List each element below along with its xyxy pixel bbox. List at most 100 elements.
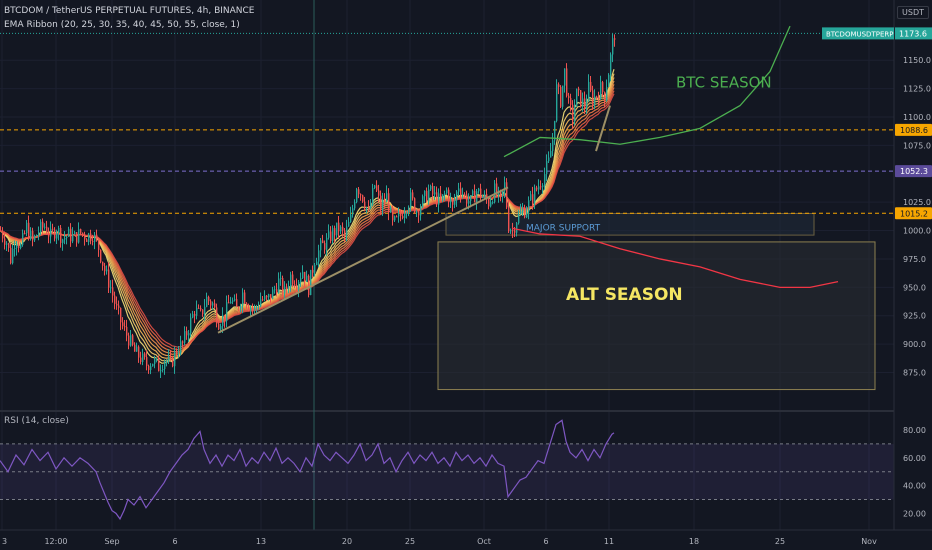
- candle-body[interactable]: [122, 322, 124, 327]
- candle-body[interactable]: [572, 104, 574, 121]
- candle-body[interactable]: [108, 269, 110, 288]
- candle-body[interactable]: [604, 91, 606, 101]
- candle-body[interactable]: [480, 188, 482, 198]
- candle-body[interactable]: [500, 190, 502, 196]
- candle-body[interactable]: [594, 96, 596, 106]
- candle-body[interactable]: [298, 281, 300, 290]
- candle-body[interactable]: [268, 294, 270, 298]
- candle-body[interactable]: [20, 244, 22, 248]
- candle-body[interactable]: [362, 195, 364, 202]
- candle-body[interactable]: [202, 309, 204, 315]
- candle-body[interactable]: [42, 221, 44, 228]
- candle-body[interactable]: [160, 370, 162, 372]
- candle-body[interactable]: [296, 286, 298, 290]
- candle-body[interactable]: [128, 335, 130, 346]
- candle-body[interactable]: [248, 306, 250, 311]
- candle-body[interactable]: [264, 295, 266, 300]
- candle-body[interactable]: [228, 302, 230, 304]
- candle-body[interactable]: [124, 326, 126, 328]
- candle-body[interactable]: [444, 193, 446, 195]
- candle-body[interactable]: [350, 214, 352, 222]
- candle-body[interactable]: [366, 207, 368, 209]
- candle-body[interactable]: [410, 192, 412, 208]
- candle-body[interactable]: [92, 240, 94, 242]
- candle-body[interactable]: [458, 188, 460, 192]
- candle-body[interactable]: [600, 82, 602, 100]
- candle-body[interactable]: [232, 300, 234, 302]
- candle-body[interactable]: [216, 307, 218, 324]
- candle-body[interactable]: [142, 353, 144, 363]
- candle-body[interactable]: [318, 250, 320, 262]
- candle-body[interactable]: [158, 358, 160, 372]
- candle-body[interactable]: [14, 247, 16, 249]
- candle-body[interactable]: [474, 190, 476, 203]
- candle-body[interactable]: [104, 265, 106, 272]
- candle-body[interactable]: [324, 243, 326, 250]
- candle-body[interactable]: [548, 157, 550, 162]
- candle-body[interactable]: [62, 239, 64, 243]
- candle-body[interactable]: [230, 301, 232, 304]
- candle-body[interactable]: [156, 358, 158, 360]
- candle-body[interactable]: [538, 186, 540, 190]
- candle-body[interactable]: [608, 74, 610, 87]
- candle-body[interactable]: [462, 194, 464, 196]
- candle-body[interactable]: [510, 230, 512, 232]
- candle-body[interactable]: [472, 190, 474, 196]
- rsi-line[interactable]: [0, 419, 615, 521]
- candle-body[interactable]: [100, 249, 102, 262]
- candle-body[interactable]: [522, 209, 524, 212]
- candle-body[interactable]: [534, 187, 536, 203]
- candle-body[interactable]: [0, 230, 2, 232]
- candle-body[interactable]: [520, 211, 522, 214]
- candle-body[interactable]: [536, 187, 538, 190]
- candle-body[interactable]: [74, 232, 76, 235]
- candle-body[interactable]: [192, 313, 194, 318]
- candle-body[interactable]: [322, 240, 324, 244]
- candle-body[interactable]: [254, 307, 256, 309]
- candle-body[interactable]: [218, 323, 220, 330]
- candle-body[interactable]: [570, 98, 572, 105]
- candle-body[interactable]: [258, 306, 260, 308]
- candle-body[interactable]: [562, 85, 564, 107]
- candle-body[interactable]: [8, 243, 10, 248]
- candle-body[interactable]: [342, 226, 344, 231]
- candle-body[interactable]: [26, 222, 28, 234]
- candle-body[interactable]: [518, 213, 520, 224]
- candle-body[interactable]: [58, 227, 60, 233]
- candle-body[interactable]: [606, 86, 608, 101]
- candle-body[interactable]: [348, 221, 350, 227]
- candle-body[interactable]: [390, 207, 392, 213]
- candle-body[interactable]: [256, 306, 258, 308]
- candle-body[interactable]: [364, 201, 366, 209]
- candle-body[interactable]: [526, 211, 528, 218]
- alt-season-zone[interactable]: [437, 241, 876, 391]
- candle-body[interactable]: [576, 88, 578, 107]
- candle-body[interactable]: [464, 194, 466, 196]
- candle-body[interactable]: [132, 335, 134, 345]
- candle-body[interactable]: [214, 303, 216, 308]
- candle-body[interactable]: [332, 228, 334, 242]
- candle-body[interactable]: [530, 194, 532, 201]
- candle-body[interactable]: [190, 317, 192, 334]
- support-zone[interactable]: [445, 213, 815, 236]
- rsi-pane[interactable]: [0, 419, 894, 521]
- candle-body[interactable]: [114, 295, 116, 304]
- candle-body[interactable]: [260, 299, 262, 307]
- candle-body[interactable]: [368, 207, 370, 209]
- candle-body[interactable]: [584, 98, 586, 109]
- candle-body[interactable]: [200, 308, 202, 310]
- candle-body[interactable]: [134, 344, 136, 352]
- candle-body[interactable]: [46, 226, 48, 234]
- price-axis[interactable]: 1150.0 1125.0 1100.0 1075.0 1025.0 1000.0 975.…: [822, 0, 932, 530]
- candle-body[interactable]: [282, 278, 284, 294]
- candle-body[interactable]: [308, 275, 310, 296]
- candle-body[interactable]: [528, 200, 530, 212]
- candle-body[interactable]: [68, 228, 70, 237]
- candle-body[interactable]: [206, 296, 208, 307]
- candle-body[interactable]: [242, 292, 244, 306]
- candle-body[interactable]: [482, 196, 484, 198]
- candle-body[interactable]: [532, 194, 534, 203]
- candle-body[interactable]: [476, 191, 478, 203]
- alt-season-curve[interactable]: [511, 227, 839, 288]
- candle-body[interactable]: [376, 185, 378, 191]
